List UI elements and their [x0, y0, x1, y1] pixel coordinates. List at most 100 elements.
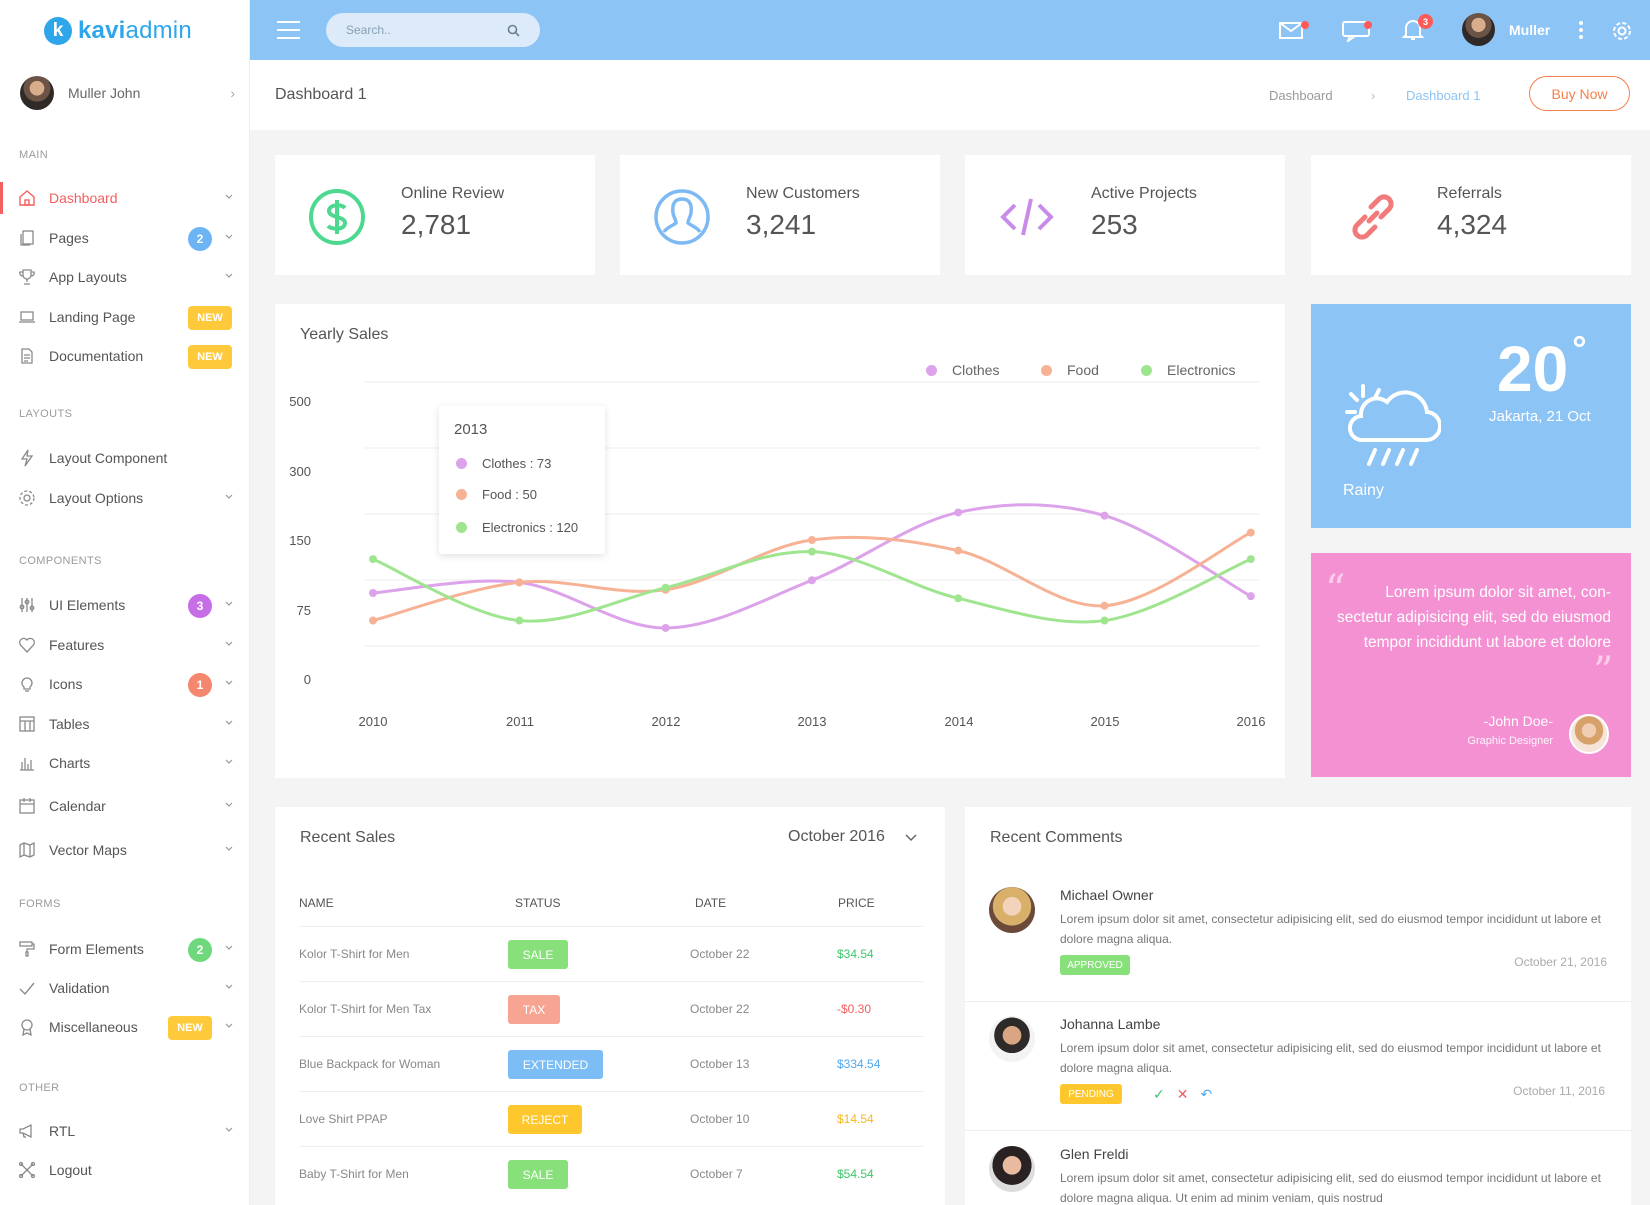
- data-point-food[interactable]: [369, 616, 377, 625]
- chevron-down-icon: [225, 273, 233, 278]
- chevron-down-icon: [225, 601, 233, 606]
- table-row[interactable]: Baby T-Shirt for Men SALE October 7 $54.…: [299, 1146, 923, 1201]
- chevron-down-icon: [225, 846, 233, 851]
- testimonial-card: “ Lorem ipsum dolor sit amet, con-sectet…: [1311, 553, 1631, 777]
- bell-icon[interactable]: [1400, 18, 1426, 42]
- sale-date: October 13: [690, 1057, 750, 1071]
- status-badge: TAX: [508, 995, 560, 1024]
- table-row[interactable]: Kolor T-Shirt for Men SALE October 22 $3…: [299, 926, 923, 981]
- sidebar-item-documentation[interactable]: Documentation NEW: [0, 340, 250, 372]
- tooltip-row: Food : 50: [456, 487, 537, 502]
- sidebar-item-label: Layout Options: [49, 490, 144, 506]
- data-point-clothes[interactable]: [1100, 511, 1109, 520]
- sidebar-item-app-layouts[interactable]: App Layouts: [0, 261, 250, 293]
- sale-price: $34.54: [837, 947, 874, 961]
- hamburger-menu-icon[interactable]: [276, 19, 301, 41]
- sidebar-item-pages[interactable]: Pages 2: [0, 222, 250, 254]
- sidebar-item-icons[interactable]: Icons 1: [0, 668, 250, 700]
- table-row[interactable]: Kolor T-Shirt for Men Tax TAX October 22…: [299, 981, 923, 1036]
- commenter-name[interactable]: Glen Freldi: [1060, 1146, 1129, 1162]
- data-point-electronics[interactable]: [515, 616, 524, 625]
- month-selector[interactable]: October 2016: [788, 828, 917, 846]
- column-header-price[interactable]: PRICE: [838, 896, 875, 910]
- breadcrumb-dashboard[interactable]: Dashboard: [1269, 88, 1333, 103]
- sidebar-item-landing-page[interactable]: Landing Page NEW: [0, 301, 250, 333]
- sidebar-item-label: Documentation: [49, 348, 144, 364]
- tooltip-label: Clothes : 73: [482, 456, 552, 471]
- search-input[interactable]: Search..: [326, 13, 540, 47]
- commenter-name[interactable]: Johanna Lambe: [1060, 1016, 1161, 1032]
- data-point-clothes[interactable]: [369, 589, 377, 597]
- legend-clothes[interactable]: Clothes: [926, 362, 999, 378]
- gear-icon[interactable]: [1611, 20, 1633, 42]
- data-point-electronics[interactable]: [1100, 616, 1109, 625]
- legend-electronics[interactable]: Electronics: [1141, 362, 1235, 378]
- sidebar-item-calendar[interactable]: Calendar: [0, 790, 250, 822]
- sidebar-item-rtl[interactable]: RTL: [0, 1115, 250, 1147]
- chart-title: Yearly Sales: [300, 326, 389, 343]
- sidebar-item-label: Miscellaneous: [49, 1019, 138, 1035]
- mail-icon[interactable]: [1278, 18, 1304, 42]
- sidebar-item-layout-options[interactable]: Layout Options: [0, 482, 250, 514]
- avatar: [989, 887, 1035, 933]
- table-row[interactable]: Love Shirt PPAP REJECT October 10 $14.54: [299, 1091, 923, 1146]
- data-point-clothes[interactable]: [661, 623, 670, 632]
- legend-food[interactable]: Food: [1041, 362, 1099, 378]
- data-point-clothes[interactable]: [807, 576, 816, 585]
- testimonial-role: Graphic Designer: [1467, 735, 1553, 747]
- sidebar-item-ui-elements[interactable]: UI Elements 3: [0, 589, 250, 621]
- column-header-date[interactable]: DATE: [695, 896, 727, 910]
- sidebar-item-layout-component[interactable]: Layout Component: [0, 442, 250, 474]
- column-header-name[interactable]: NAME: [299, 896, 334, 910]
- rain-cloud-icon: [1345, 384, 1441, 466]
- kebab-menu-icon[interactable]: [1576, 18, 1586, 42]
- chevron-down-icon: [225, 1127, 233, 1132]
- column-header-status[interactable]: STATUS: [515, 896, 561, 910]
- reject-x-icon[interactable]: ✕: [1176, 1086, 1189, 1102]
- data-point-electronics[interactable]: [1246, 555, 1255, 564]
- megaphone-icon: [19, 1123, 32, 1139]
- sidebar-item-miscellaneous[interactable]: Miscellaneous NEW: [0, 1011, 250, 1043]
- data-point-clothes[interactable]: [954, 508, 963, 517]
- sidebar-item-dashboard[interactable]: Dashboard: [0, 182, 250, 214]
- data-point-food[interactable]: [807, 536, 816, 544]
- chat-icon[interactable]: [1340, 18, 1372, 42]
- home-icon: [19, 190, 35, 206]
- data-point-electronics[interactable]: [954, 594, 963, 603]
- sidebar-item-validation[interactable]: Validation: [0, 972, 250, 1004]
- x-tick-label: 2014: [944, 714, 974, 729]
- reply-icon[interactable]: ↶: [1200, 1086, 1213, 1102]
- buy-now-button[interactable]: Buy Now: [1529, 76, 1630, 111]
- data-point-food[interactable]: [954, 546, 963, 555]
- sidebar-item-features[interactable]: Features: [0, 629, 250, 661]
- data-point-food[interactable]: [515, 578, 524, 587]
- sidebar-user-name: Muller John: [68, 85, 141, 101]
- approve-check-icon[interactable]: ✓: [1153, 1086, 1165, 1102]
- sale-price: $334.54: [837, 1057, 881, 1071]
- data-point-electronics[interactable]: [369, 555, 377, 564]
- legend-dot: [926, 364, 937, 376]
- sidebar-item-logout[interactable]: Logout: [0, 1154, 250, 1186]
- legend-dot: [1041, 364, 1052, 376]
- count-badge: 3: [188, 594, 212, 618]
- sidebar-item-label: App Layouts: [49, 269, 127, 285]
- data-point-food[interactable]: [1246, 528, 1255, 537]
- sidebar-item-charts[interactable]: Charts: [0, 747, 250, 779]
- commenter-name[interactable]: Michael Owner: [1060, 887, 1154, 903]
- search-icon[interactable]: [507, 24, 520, 37]
- chevron-down-icon: [225, 641, 233, 646]
- table-row[interactable]: Blue Backpack for Woman EXTENDED October…: [299, 1036, 923, 1091]
- series-line-electronics: [372, 550, 1252, 624]
- sidebar-item-vector-maps[interactable]: Vector Maps: [0, 834, 250, 866]
- topbar-user[interactable]: Muller: [1462, 13, 1550, 46]
- data-point-electronics[interactable]: [661, 583, 670, 592]
- sidebar-user[interactable]: Muller John ›: [20, 75, 235, 111]
- sidebar-item-tables[interactable]: Tables: [0, 708, 250, 740]
- data-point-clothes[interactable]: [1246, 592, 1255, 601]
- logo[interactable]: k kaviadmin: [44, 14, 192, 48]
- data-point-food[interactable]: [1100, 601, 1109, 610]
- sidebar-item-form-elements[interactable]: Form Elements 2: [0, 933, 250, 965]
- sale-date: October 10: [690, 1112, 750, 1126]
- logout-icon: [18, 1161, 36, 1179]
- data-point-electronics[interactable]: [807, 547, 816, 556]
